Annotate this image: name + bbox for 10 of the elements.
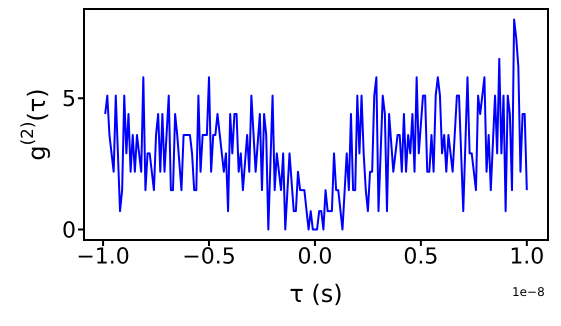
y-tick-label: 5 (62, 87, 76, 112)
x-tick-label: 1.0 (509, 244, 544, 270)
line-series (104, 18, 528, 230)
y-tick-label: 0 (62, 218, 76, 244)
text: 1e−8 (512, 285, 545, 299)
x-tick-label: −0.5 (182, 244, 236, 270)
x-tick-label: 0.0 (297, 244, 332, 270)
x-tick-label: −1.0 (76, 244, 130, 270)
x-tick-label: 0.5 (403, 244, 438, 270)
x-axis-title: τ (s) (289, 280, 343, 308)
